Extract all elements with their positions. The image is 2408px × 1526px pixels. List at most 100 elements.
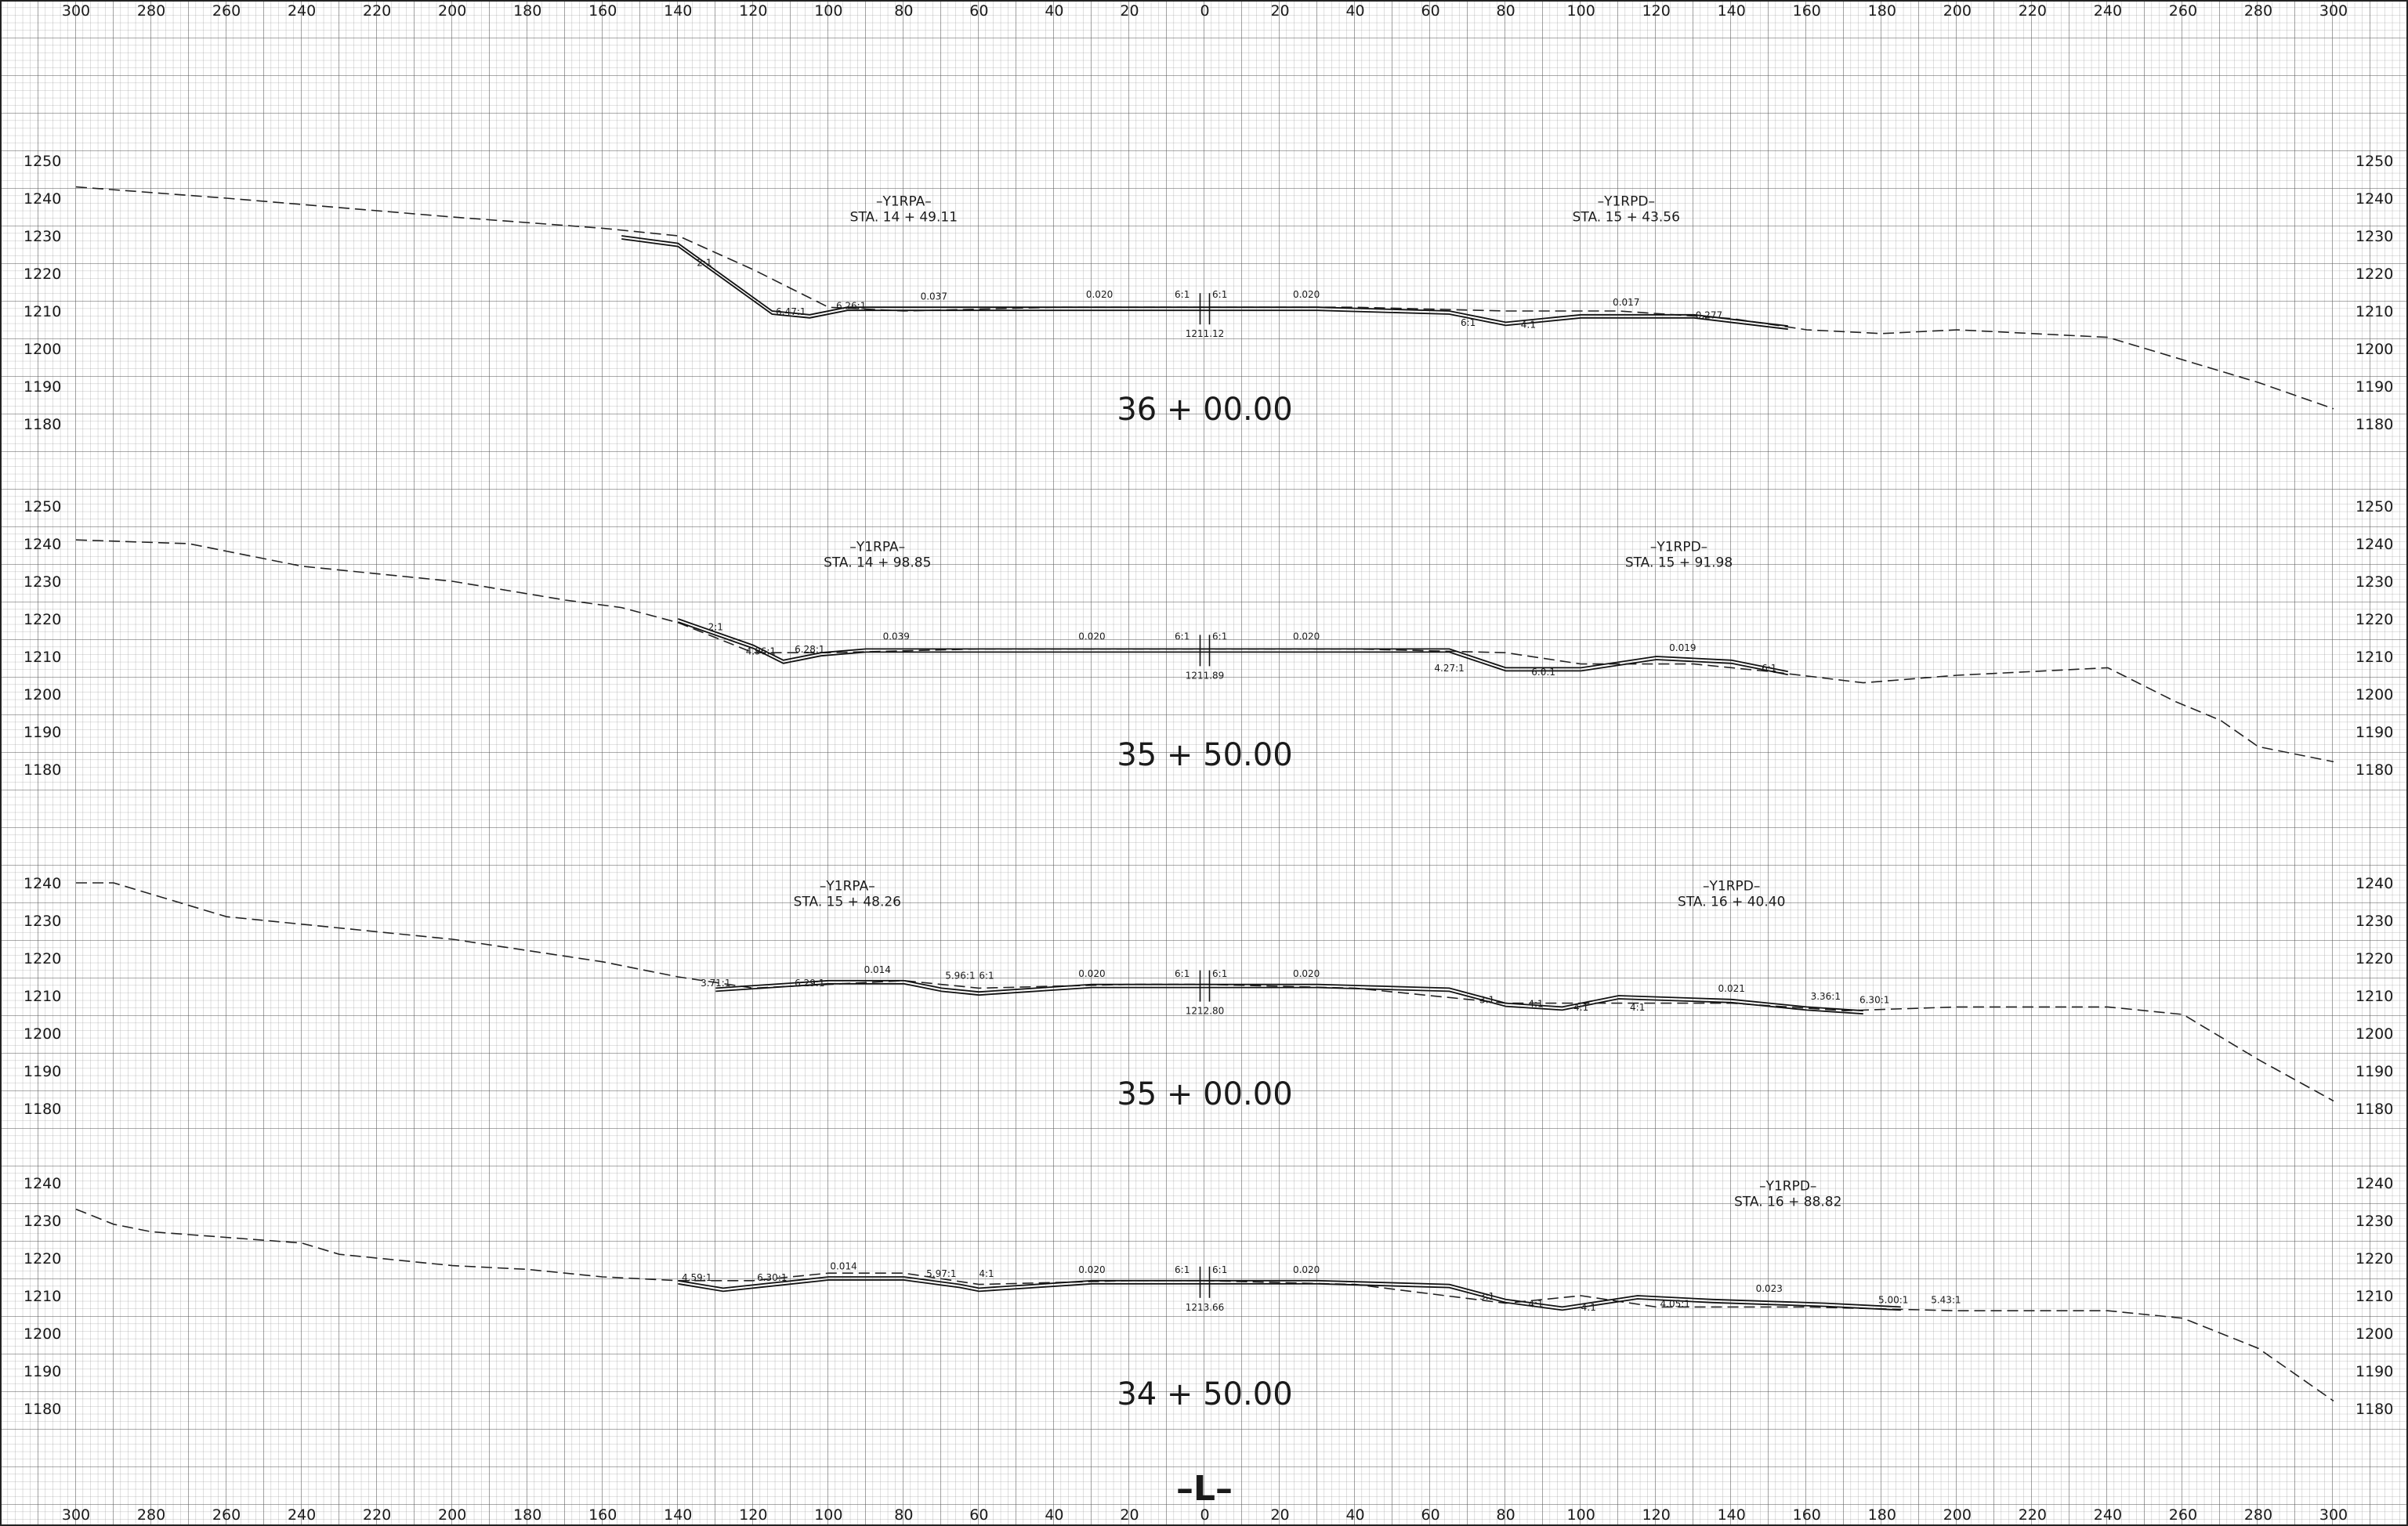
offset-tick-label-bottom: 300 [2319,1506,2348,1524]
offset-tick-label-top: 120 [739,2,767,20]
slope-annotation: 6:1 [1212,968,1227,979]
offset-tick-label-top: 300 [62,2,90,20]
elevation-label-right: 1200 [2355,686,2393,703]
elevation-label-left: 1240 [24,536,61,553]
proposed-grade-line [678,1276,1901,1308]
elevation-label-left: 1220 [24,950,61,967]
slope-annotation: 4:1 [1630,1002,1645,1013]
slope-annotation: 0.020 [1078,968,1105,979]
proposed-subgrade-line [715,982,1863,1015]
offset-tick-label-bottom: 160 [1793,1506,1821,1524]
offset-tick-label-top: 80 [894,2,913,20]
offset-tick-label-bottom: 280 [2244,1506,2272,1524]
offset-tick-label-bottom: 180 [1868,1506,1896,1524]
grade-elevation-label: 1211.12 [1186,328,1225,339]
offset-tick-label-bottom: 0 [1200,1506,1209,1524]
slope-annotation: 6:1 [1461,317,1476,328]
slope-annotation: 6:1 [1212,1264,1227,1275]
proposed-subgrade-line [621,238,1788,331]
proposed-grade-line [678,618,1788,673]
slope-annotation: 6:1 [1175,1264,1190,1275]
offset-tick-label-top: 40 [1045,2,1063,20]
slope-annotation: 0.023 [1756,1283,1783,1294]
elevation-label-left: 1190 [24,1063,61,1080]
offset-tick-label-top: 0 [1200,2,1209,20]
existing-ground-line [75,1208,2334,1402]
elevation-label-right: 1180 [2355,761,2393,779]
slope-annotation: 5.43:1 [1931,1295,1961,1306]
ramp-station-label: STA. 15 + 91.98 [1625,555,1733,571]
slope-annotation: 0.021 [1718,983,1745,994]
elevation-label-right: 1220 [2355,950,2393,967]
slope-annotation: 0.020 [1293,289,1320,300]
elevation-label-left: 1180 [24,761,61,779]
elevation-label-right: 1190 [2355,724,2393,741]
offset-tick-label-top: 60 [969,2,988,20]
offset-tick-label-top: 160 [1793,2,1821,20]
offset-tick-label-top: 220 [363,2,391,20]
ramp-station-label: STA. 15 + 43.56 [1573,210,1680,226]
offset-tick-label-top: 180 [1868,2,1896,20]
elevation-label-left: 1200 [24,1025,61,1043]
slope-annotation: 6.0:1 [1531,667,1555,678]
slope-annotation: 0.017 [1613,297,1639,308]
elevation-label-right: 1230 [2355,573,2393,591]
elevation-label-left: 1230 [24,228,61,245]
elevation-label-left: 1210 [24,988,61,1005]
cross-sections: 1250 1250 1240 1240 1230 1230 1220 1220 1210 1210… [24,153,2393,1418]
proposed-subgrade-line [678,621,1788,676]
elevation-label-right: 1190 [2355,378,2393,396]
offset-tick-label-bottom: 100 [814,1506,842,1524]
elevation-label-left: 1190 [24,724,61,741]
offset-tick-label-bottom: 40 [1045,1506,1063,1524]
slope-annotation: 6:1 [1212,631,1227,642]
offset-tick-label-bottom: 200 [438,1506,466,1524]
elevation-label-right: 1230 [2355,913,2393,930]
elevation-label-left: 1240 [24,875,61,892]
offset-tick-label-bottom: 40 [1345,1506,1364,1524]
ramp-station-label: STA. 14 + 98.85 [824,555,931,571]
offset-tick-label-bottom: 140 [1718,1506,1746,1524]
offset-tick-label-bottom: 60 [969,1506,988,1524]
elevation-label-right: 1210 [2355,649,2393,666]
slope-annotation: 6.26:1 [836,301,866,312]
elevation-label-left: 1180 [24,1101,61,1118]
offset-tick-label-bottom: 120 [1642,1506,1671,1524]
elevation-label-right: 1240 [2355,190,2393,208]
ramp-name-label: –Y1RPD– [1650,540,1707,555]
offset-tick-label-top: 140 [664,2,692,20]
offset-tick-label-bottom: 260 [2169,1506,2197,1524]
slope-annotation: 4:1 [1581,1302,1596,1313]
elevation-label-left: 1230 [24,1213,61,1230]
offset-tick-label-top: 220 [2019,2,2047,20]
elevation-label-right: 1240 [2355,536,2393,553]
slope-annotation: 0.014 [864,964,891,975]
elevation-label-right: 1230 [2355,1213,2393,1230]
station-title: 35 + 50.00 [1117,737,1292,773]
offset-tick-label-bottom: 200 [1943,1506,1972,1524]
ramp-name-label: –Y1RPA– [820,879,875,895]
proposed-grade-line [715,979,1863,1012]
elevation-label-left: 1240 [24,1175,61,1192]
elevation-label-left: 1200 [24,341,61,358]
slope-annotation: 0.277 [1696,310,1722,321]
offset-tick-label-bottom: 160 [588,1506,617,1524]
elevation-label-left: 1250 [24,153,61,170]
elevation-label-left: 1190 [24,378,61,396]
slope-annotation: 5.97:1 [926,1268,956,1279]
ramp-station-label: STA. 14 + 49.11 [850,210,958,226]
slope-annotation: 4.96:1 [746,646,776,657]
ramp-name-label: –Y1RPD– [1598,194,1655,210]
slope-annotation: 4:1 [1528,1298,1543,1309]
elevation-label-right: 1180 [2355,416,2393,433]
offset-tick-label-bottom: 20 [1120,1506,1139,1524]
offset-tick-label-top: 100 [814,2,842,20]
slope-annotation: 0.020 [1078,631,1105,642]
slope-annotation: 6.30:1 [1859,995,1889,1006]
elevation-label-left: 1200 [24,1325,61,1343]
elevation-label-right: 1250 [2355,498,2393,515]
station-title: 34 + 50.00 [1117,1376,1292,1412]
elevation-label-right: 1240 [2355,1175,2393,1192]
